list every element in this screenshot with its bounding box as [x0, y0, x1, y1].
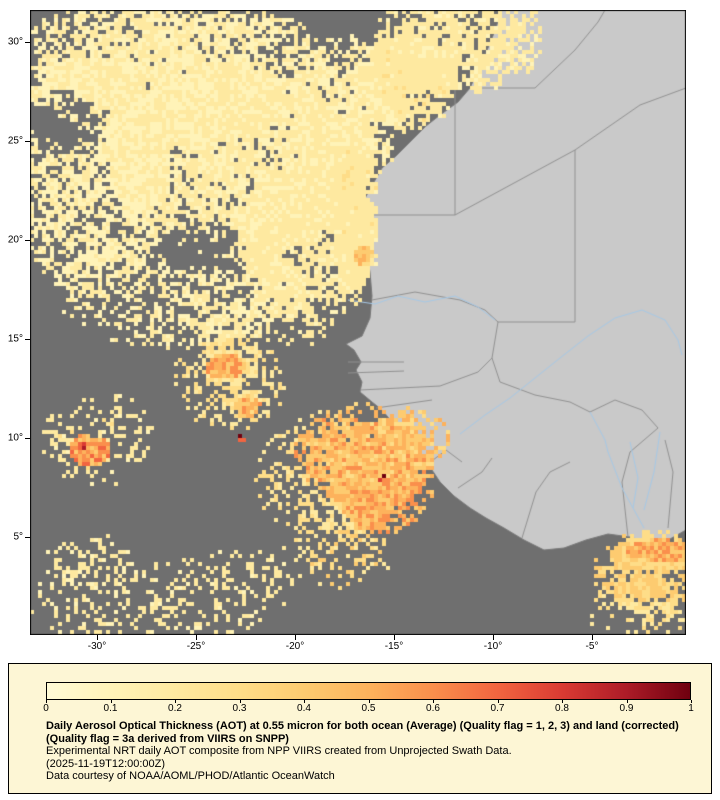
- x-axis-tick-label: -30°: [87, 641, 107, 652]
- colorbar-tick-mark: [691, 700, 692, 703]
- y-axis-tick-label: 30°: [7, 36, 23, 48]
- legend-subtitle: Experimental NRT daily AOT composite fro…: [46, 745, 512, 757]
- y-axis-tick-label: 5°: [13, 531, 23, 543]
- colorbar-tick-label: 0.8: [555, 703, 569, 714]
- colorbar-tick-label: 0.1: [103, 703, 118, 714]
- legend-box: 0 0.1 0.2 0.3 0.4 0.5 0.6 0.7 0.8 0.9 1 Daily Aero…: [8, 663, 712, 794]
- y-axis-tick-label: 10°: [7, 432, 23, 444]
- x-axis-tick-mark: [592, 635, 593, 640]
- aot-colorbar: [46, 682, 691, 700]
- colorbar-tick-label: 1: [688, 703, 694, 714]
- x-axis-tick-mark: [493, 635, 494, 640]
- colorbar-tick-label: 0.4: [297, 703, 311, 714]
- colorbar-tick-mark: [433, 700, 434, 703]
- colorbar-tick-label: 0.6: [426, 703, 440, 714]
- y-axis-tick-mark: [25, 42, 30, 43]
- colorbar-tick-label: 0.5: [361, 703, 376, 714]
- y-axis-tick-mark: [25, 438, 30, 439]
- colorbar-tick-mark: [626, 700, 628, 703]
- colorbar-tick-mark: [110, 700, 112, 703]
- colorbar-ticks: 0 0.1 0.2 0.3 0.4 0.5 0.6 0.7 0.8 0.9 1: [43, 700, 694, 716]
- y-axis-tick-mark: [25, 240, 30, 241]
- colorbar-tick-mark: [239, 700, 241, 703]
- colorbar-tick-mark: [46, 700, 47, 703]
- legend-credit: Data courtesy of NOAA/AOML/PHOD/Atlantic…: [46, 770, 335, 782]
- y-axis-tick-label: 15°: [7, 333, 23, 345]
- colorbar-tick-mark: [497, 700, 499, 703]
- colorbar-tick-label: 0.9: [619, 703, 634, 714]
- legend-text-block: Daily Aerosol Optical Thickness (AOT) at…: [46, 720, 698, 783]
- legend-timestamp: (2025-11-19T12:00:00Z): [46, 757, 166, 770]
- x-axis-tick-mark: [196, 635, 197, 640]
- y-axis-tick-mark: [25, 141, 30, 142]
- aot-map-canvas: [30, 10, 686, 635]
- y-axis-tick-label: 20°: [7, 234, 23, 246]
- colorbar-tick-mark: [304, 700, 305, 703]
- x-axis-tick-mark: [97, 635, 98, 640]
- colorbar-tick-label: 0.7: [490, 703, 505, 714]
- x-axis-tick-label: -15°: [384, 641, 404, 652]
- y-axis-tick-mark: [25, 537, 30, 538]
- y-axis-tick-mark: [25, 339, 30, 340]
- colorbar-tick-label: 0: [43, 703, 49, 714]
- colorbar-tick-mark: [368, 700, 370, 703]
- colorbar-tick-mark: [562, 700, 563, 703]
- colorbar-tick-label: 0.3: [232, 703, 247, 714]
- x-axis-tick-label: -5°: [585, 641, 599, 652]
- x-axis-tick-mark: [295, 635, 296, 640]
- x-axis-tick-label: -25°: [186, 641, 206, 652]
- colorbar-tick-label: 0.2: [168, 703, 182, 714]
- map-area: 30° 25° 20° 15° 10° 5° -30° -25° -20° -15° -10° -5°: [8, 10, 686, 652]
- x-axis-tick-label: -10°: [483, 641, 503, 652]
- legend-title: Daily Aerosol Optical Thickness (AOT) at…: [46, 720, 679, 745]
- x-axis-tick-label: -20°: [285, 641, 305, 652]
- x-axis-tick-mark: [394, 635, 395, 640]
- y-axis-tick-label: 25°: [7, 135, 23, 147]
- colorbar-tick-mark: [175, 700, 176, 703]
